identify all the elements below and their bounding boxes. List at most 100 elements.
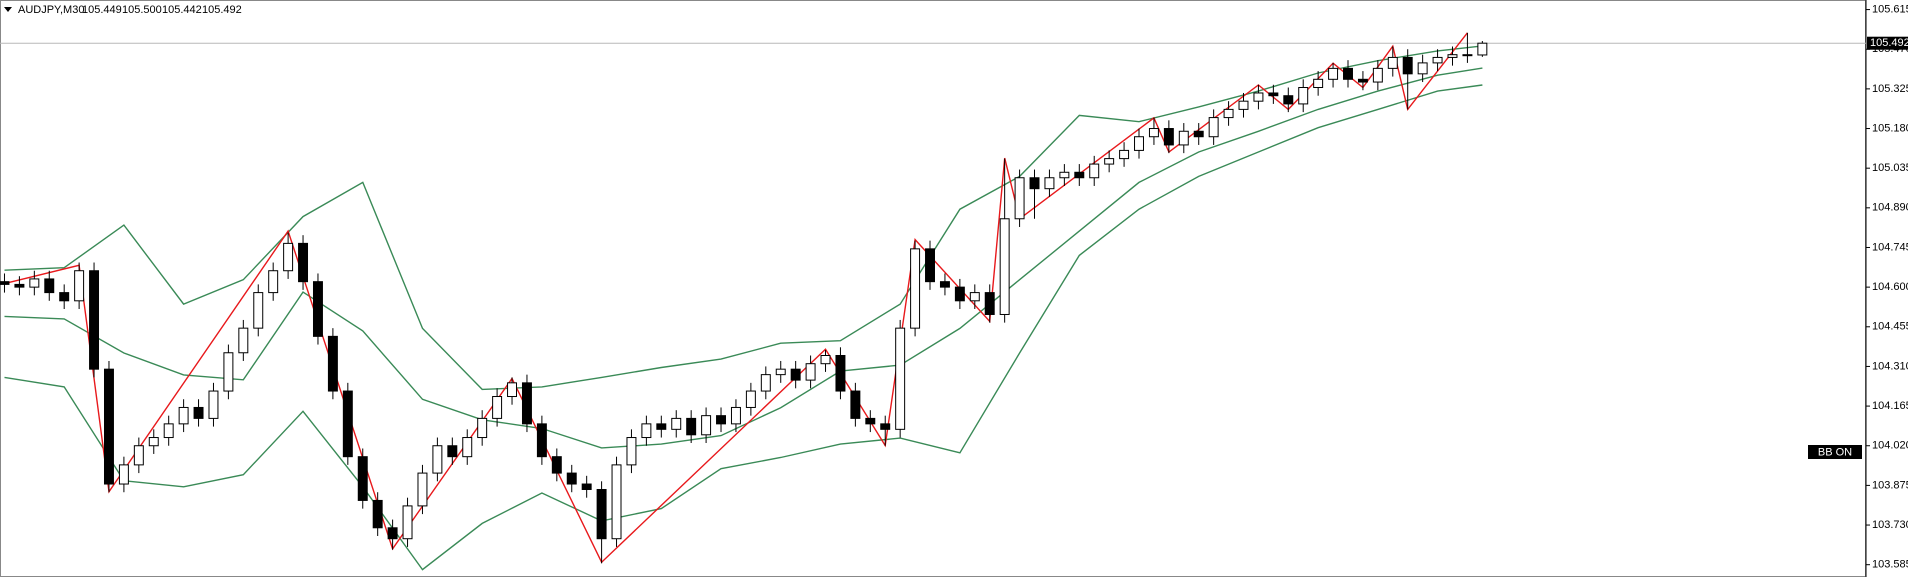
candle-body [1134, 136, 1144, 151]
y-tick-label: 104.165 [1872, 400, 1908, 412]
candle-body [432, 445, 443, 474]
candle-body [14, 283, 25, 288]
candle-body [611, 464, 622, 540]
candle-body [1283, 95, 1294, 105]
candle-body [298, 242, 309, 283]
candle-body [0, 281, 10, 285]
candle-body [1343, 67, 1353, 80]
candle-body [1014, 177, 1025, 220]
candle-body [89, 270, 100, 370]
candle-body [1447, 54, 1458, 58]
candle-body [1417, 62, 1428, 75]
candle-body [1044, 177, 1055, 190]
candle-body [178, 406, 189, 425]
candle-body [1193, 130, 1204, 138]
overlay-line [4, 67, 1483, 449]
candle-body [447, 445, 458, 458]
candle-body [357, 456, 368, 501]
candle-body [865, 417, 876, 425]
y-tick-label: 104.455 [1872, 321, 1908, 333]
ohlc-close: 105.492 [202, 4, 242, 16]
y-tick-label: 104.310 [1872, 360, 1908, 372]
candle-body [581, 483, 592, 490]
candle-body [1313, 78, 1324, 89]
candle-body [1477, 42, 1488, 56]
candle-body [163, 423, 174, 439]
candle-body [745, 390, 756, 408]
candle-body [880, 423, 891, 430]
candle-body [29, 278, 40, 288]
y-tick-label: 105.325 [1872, 83, 1908, 95]
candle-body [954, 286, 965, 302]
candle-body [850, 390, 861, 419]
y-tick-label: 104.020 [1872, 440, 1908, 452]
candle-body [984, 292, 995, 315]
candle-body [1089, 163, 1100, 179]
candle-body [1268, 92, 1279, 97]
candle-body [74, 270, 85, 302]
candle-body [118, 464, 129, 485]
plot-frame [0, 0, 1866, 577]
menu-arrow[interactable] [4, 7, 12, 12]
current-price-box [1867, 36, 1908, 50]
candle-body [686, 417, 697, 436]
y-tick-label: 103.730 [1872, 519, 1908, 531]
candle-body [238, 327, 249, 354]
candle-body [820, 354, 831, 365]
candle-body [805, 363, 816, 381]
candle-body [1462, 54, 1473, 57]
marks [0, 32, 1866, 571]
y-tick-label: 105.615 [1872, 3, 1908, 15]
y-tick-label: 103.585 [1872, 559, 1908, 571]
candle-body [44, 278, 55, 294]
candle-body [342, 390, 353, 458]
candle-body [895, 327, 906, 430]
candle-body [1074, 171, 1085, 179]
candle-body [1119, 149, 1130, 160]
candle-body [312, 281, 323, 337]
candle-body [656, 423, 667, 430]
candle-body [1223, 108, 1234, 119]
candle-body [1178, 130, 1189, 146]
ohlc-open: 105.449 [82, 4, 122, 16]
candle-body [1253, 92, 1264, 102]
annotation-box [1808, 445, 1862, 459]
candle-body [1163, 128, 1174, 146]
candle-body [223, 352, 234, 392]
candle-body [1328, 67, 1339, 80]
candle-body [1208, 117, 1219, 138]
y-tick-label: 104.890 [1872, 202, 1908, 214]
candle-body [521, 382, 532, 425]
candle-body [730, 406, 741, 425]
candle-body [372, 499, 383, 529]
current-price-label: 105.492 [1870, 37, 1908, 49]
candle-body [462, 437, 473, 458]
candle-body [1432, 56, 1443, 64]
candle-body [626, 437, 637, 466]
candle-body [790, 368, 801, 381]
candle-body [1387, 56, 1398, 69]
candle-body [596, 488, 607, 540]
candle-body [1104, 158, 1115, 165]
candle-body [133, 445, 144, 466]
candle-body [59, 292, 70, 302]
candle-body [253, 292, 264, 329]
overlay-line [4, 45, 1483, 391]
candle-body [939, 281, 950, 288]
candle-body [671, 417, 682, 430]
candle-body [208, 390, 219, 419]
candle-body [193, 406, 204, 419]
candle-body [1059, 171, 1070, 179]
candle-body [566, 472, 577, 485]
candle-body [148, 437, 159, 447]
candle-body [417, 472, 428, 507]
candle-body [268, 270, 279, 294]
candle-body [1238, 100, 1249, 110]
candle-body [760, 374, 771, 392]
candle-body [1357, 78, 1368, 83]
candle-body [1148, 128, 1159, 138]
y-tick-label: 104.600 [1872, 281, 1908, 293]
candle-body [925, 248, 935, 283]
